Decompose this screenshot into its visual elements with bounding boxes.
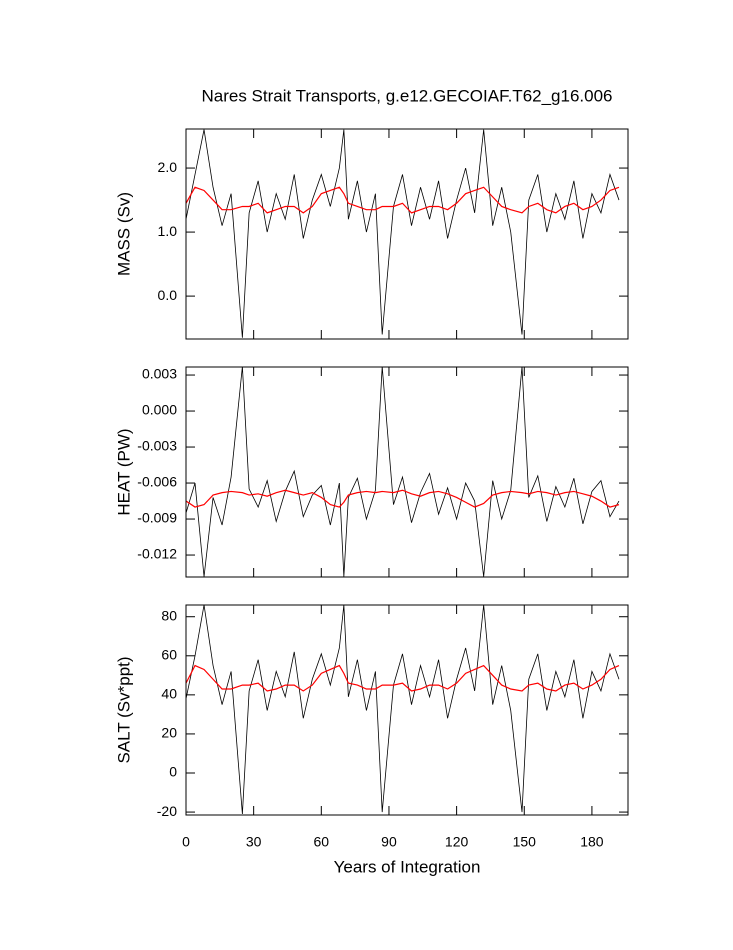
x-axis-label: Years of Integration <box>334 857 481 876</box>
x-tick-label: 60 <box>314 834 330 850</box>
series-line <box>186 489 620 508</box>
x-tick-label: 180 <box>580 834 604 850</box>
x-tick-label: 120 <box>445 834 469 850</box>
x-tick-label: 90 <box>381 834 397 850</box>
y-tick-label: 0.003 <box>142 366 177 382</box>
x-tick-label: 150 <box>513 834 537 850</box>
y-tick-label: 1.0 <box>158 223 178 239</box>
y-tick-label: 80 <box>161 607 177 623</box>
x-tick-label: 30 <box>246 834 262 850</box>
chart-title: Nares Strait Transports, g.e12.GECOIAF.T… <box>201 86 612 105</box>
y-tick-label: -0.006 <box>137 474 177 490</box>
plot-frame <box>185 128 629 340</box>
y-axis-label: MASS (Sv) <box>114 192 133 276</box>
series-line <box>186 129 620 338</box>
y-tick-label: -20 <box>157 803 177 819</box>
y-tick-label: 20 <box>161 725 177 741</box>
y-tick-label: 0.000 <box>142 402 177 418</box>
y-axis-label: SALT (Sv*ppt) <box>114 656 133 763</box>
y-tick-label: 60 <box>161 646 177 662</box>
y-tick-label: -0.012 <box>137 546 177 562</box>
x-tick-label: 0 <box>182 834 190 850</box>
y-tick-label: 0.0 <box>158 287 178 303</box>
series-line <box>186 186 620 214</box>
plot-frame <box>185 366 629 578</box>
y-tick-label: 40 <box>161 686 177 702</box>
y-tick-label: 2.0 <box>158 159 178 175</box>
series-line <box>186 605 620 815</box>
plot-frame <box>185 604 629 816</box>
y-tick-label: -0.003 <box>137 438 177 454</box>
y-tick-label: 0 <box>169 764 177 780</box>
y-tick-label: -0.009 <box>137 510 177 526</box>
series-line <box>186 664 620 692</box>
series-line <box>186 367 620 577</box>
y-axis-label: HEAT (PW) <box>114 428 133 515</box>
